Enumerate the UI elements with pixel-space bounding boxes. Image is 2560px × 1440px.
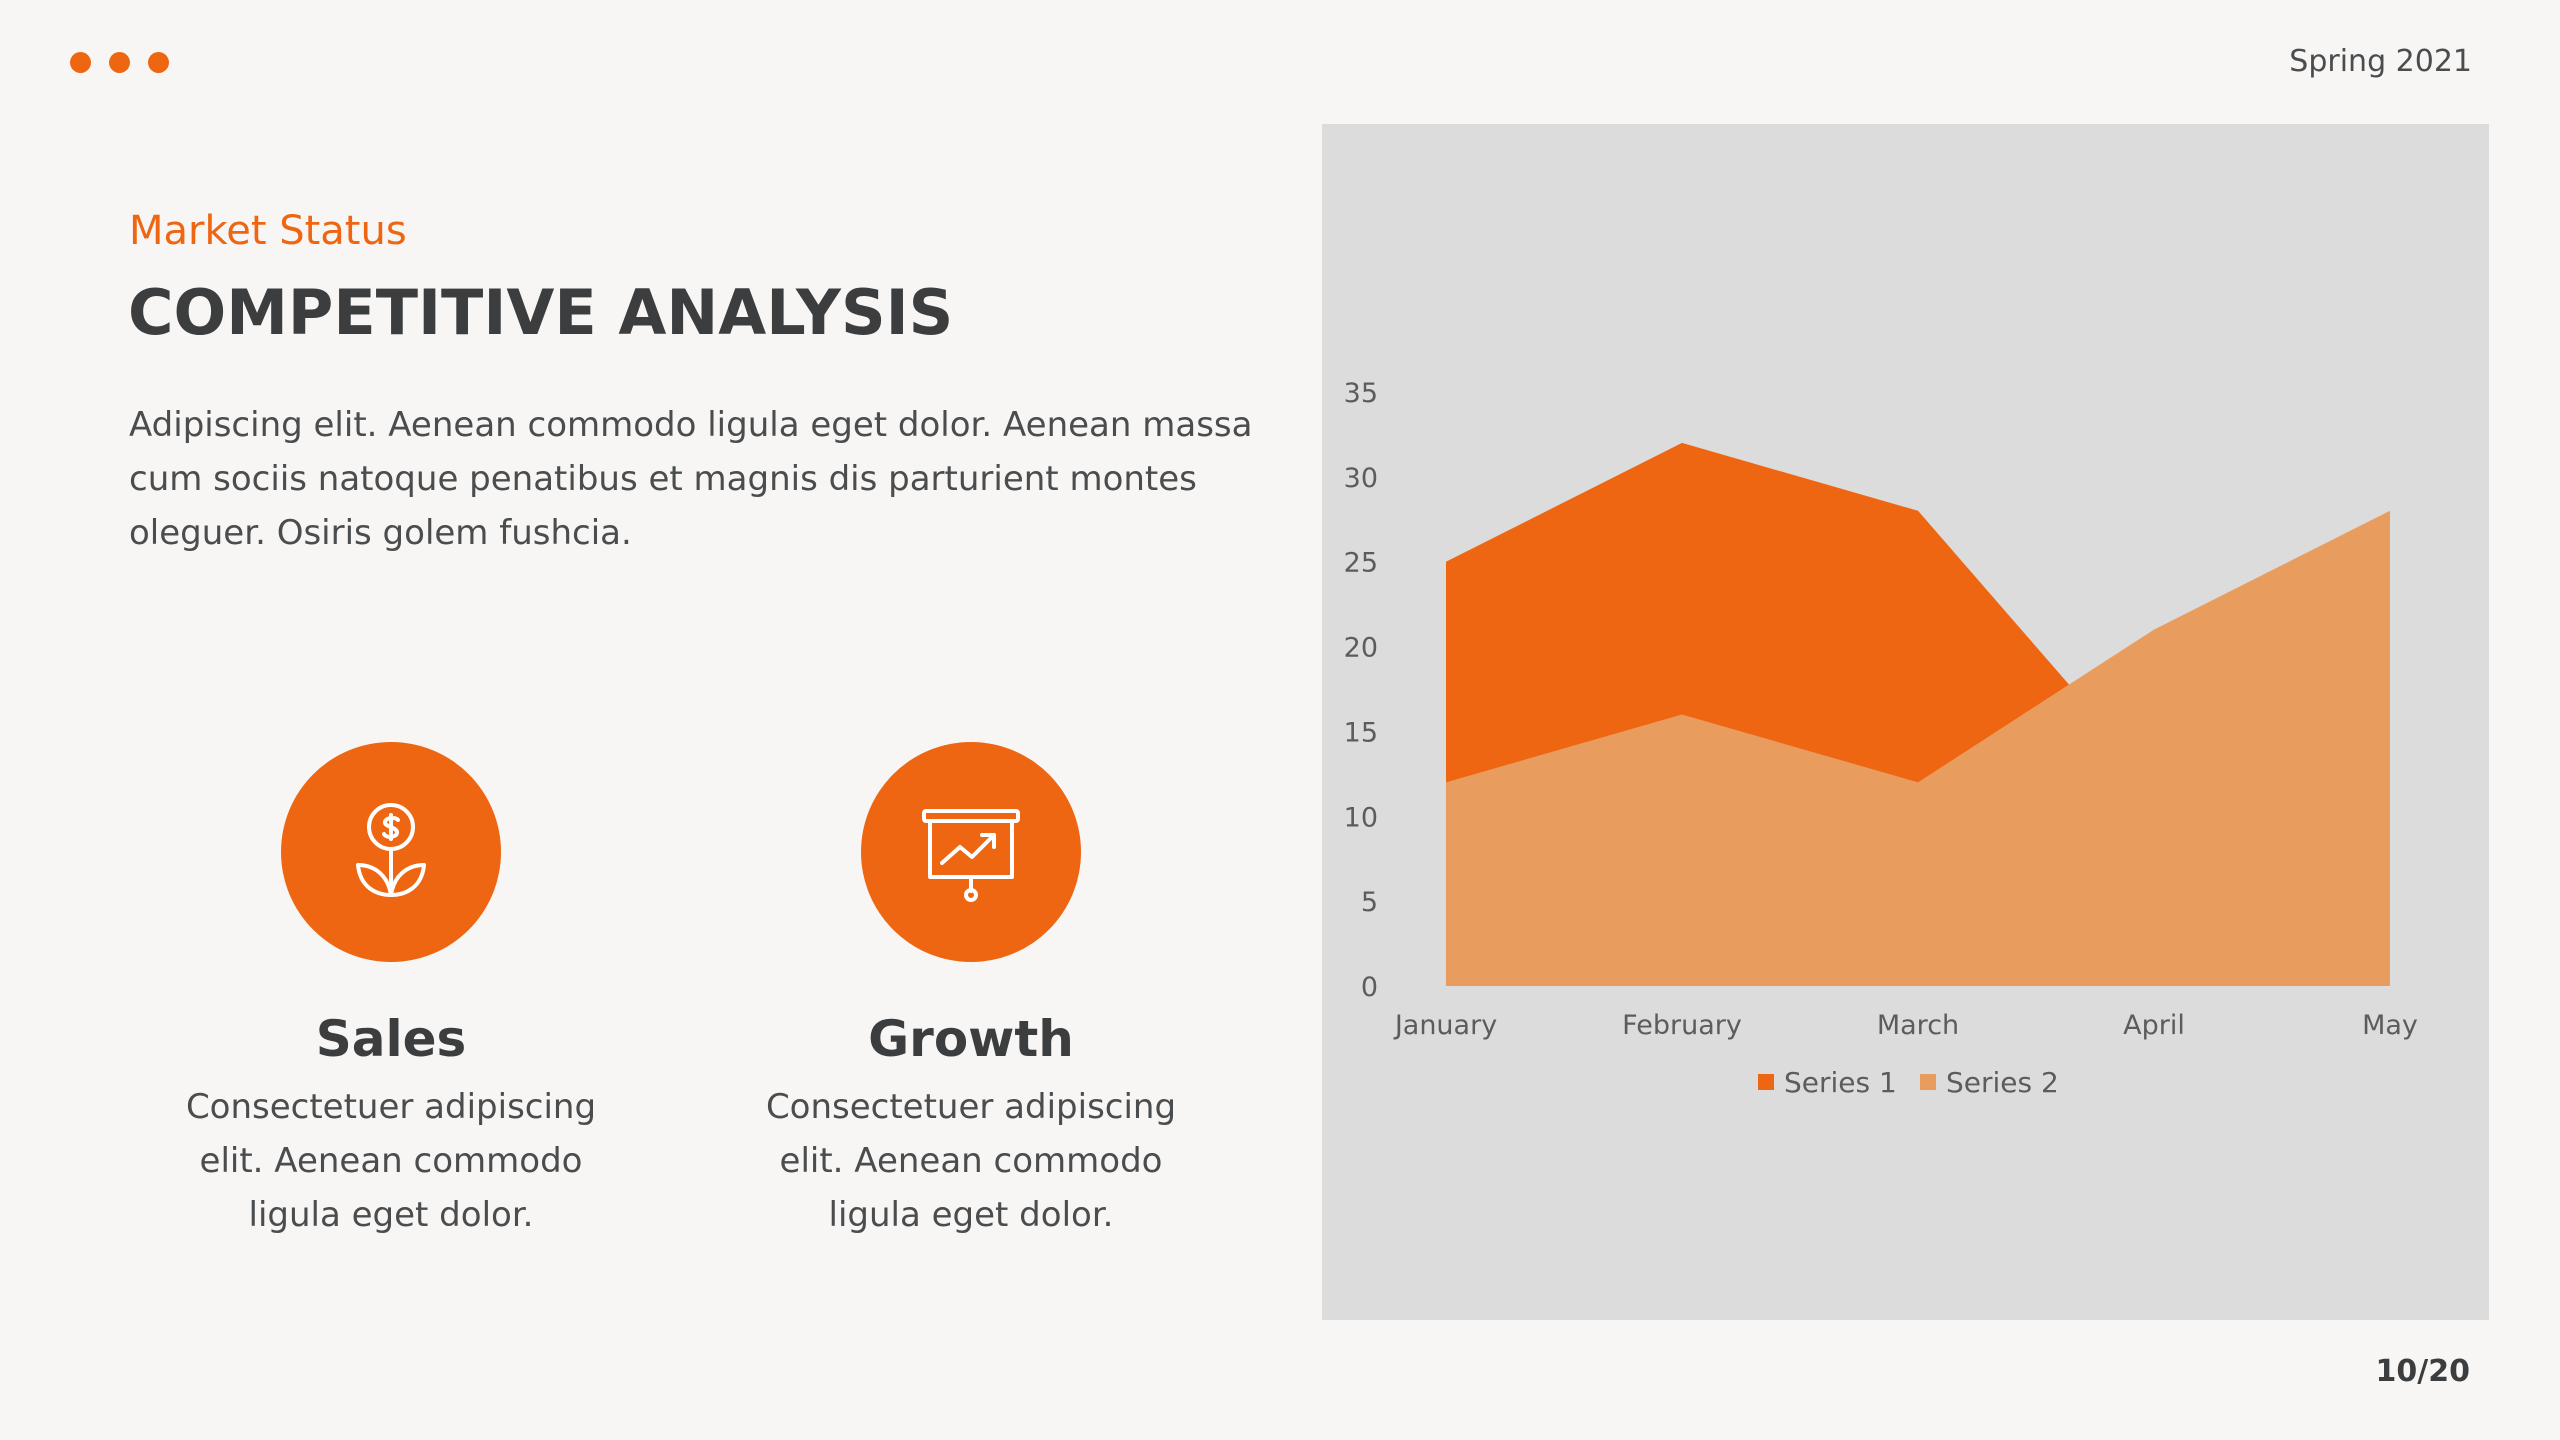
slide-title: COMPETITIVE ANALYSIS <box>128 276 954 349</box>
legend-label-1: Series 1 <box>1784 1066 1897 1099</box>
x-tick-label: April <box>2123 1010 2185 1041</box>
feature-sales: Sales Consectetuer adipiscing elit. Aene… <box>131 742 651 1242</box>
y-tick-label: 0 <box>1361 972 1378 1003</box>
y-tick-label: 30 <box>1344 463 1378 494</box>
feature-growth: Growth Consectetuer adipiscing elit. Aen… <box>711 742 1231 1242</box>
dot-2 <box>109 52 130 73</box>
area-chart: 0 5 10 15 20 25 30 35 January February March April M… <box>1344 378 2418 1099</box>
y-tick-label: 15 <box>1344 717 1378 748</box>
y-tick-label: 35 <box>1344 378 1378 409</box>
feature-sales-text: Consectetuer adipiscing elit. Aenean com… <box>185 1087 597 1235</box>
feature-sales-circle <box>281 742 501 962</box>
chart-panel: 0 5 10 15 20 25 30 35 January February March April M… <box>1322 124 2489 1320</box>
y-tick-label: 5 <box>1361 887 1378 918</box>
feature-growth-text: Consectetuer adipiscing elit. Aenean com… <box>765 1087 1177 1235</box>
y-tick-label: 20 <box>1344 633 1378 664</box>
legend-label-2: Series 2 <box>1946 1066 2059 1099</box>
legend-swatch-1 <box>1758 1074 1774 1090</box>
feature-growth-circle <box>861 742 1081 962</box>
x-tick-label: January <box>1393 1010 1497 1041</box>
x-tick-label: May <box>2362 1010 2418 1041</box>
legend-swatch-2 <box>1920 1074 1936 1090</box>
y-tick-label: 10 <box>1344 802 1378 833</box>
y-tick-label: 25 <box>1344 548 1378 579</box>
slide-subtitle: Market Status <box>129 208 407 254</box>
x-tick-label: February <box>1622 1010 1742 1041</box>
feature-growth-title: Growth <box>868 1010 1074 1068</box>
money-plant-icon <box>356 803 426 897</box>
page-number: 10/20 <box>2375 1354 2470 1389</box>
period-label: Spring 2021 <box>2289 44 2472 79</box>
window-dots <box>70 52 169 73</box>
presentation-chart-icon <box>922 809 1020 902</box>
slide-body: Adipiscing elit. Aenean commodo ligula e… <box>129 405 1253 553</box>
x-tick-label: March <box>1877 1010 1959 1041</box>
area-series-2 <box>1446 510 2390 986</box>
dot-1 <box>70 52 91 73</box>
feature-sales-title: Sales <box>315 1010 467 1068</box>
dot-3 <box>148 52 169 73</box>
